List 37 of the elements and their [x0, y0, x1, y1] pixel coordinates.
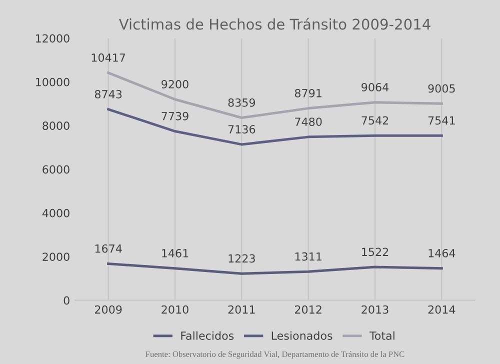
- data-label: 7136: [228, 125, 256, 134]
- data-label: 8791: [294, 88, 322, 98]
- legend-label: Lesionados: [272, 331, 332, 340]
- data-label: 1311: [295, 252, 322, 261]
- y-tick-label: 2000: [42, 252, 70, 261]
- data-label: 9064: [362, 82, 389, 92]
- data-label: 1461: [162, 249, 188, 258]
- x-tick-label: 2013: [362, 305, 388, 314]
- data-label: 8743: [94, 90, 122, 98]
- data-label: 7542: [362, 116, 388, 125]
- x-tick-label: 2014: [428, 305, 456, 314]
- y-tick-label: 8000: [42, 122, 70, 130]
- y-tick-label: 10000: [36, 78, 70, 86]
- x-tick-label: 2011: [228, 305, 255, 314]
- data-label: 7480: [295, 118, 322, 126]
- y-tick-label: 4000: [42, 208, 70, 218]
- data-label: 1464: [428, 248, 456, 258]
- x-tick-label: 2012: [295, 305, 322, 314]
- x-tick-label: 2010: [162, 305, 188, 314]
- line-series: [107, 262, 443, 275]
- data-label: 7739: [162, 112, 188, 120]
- data-label: 9005: [428, 84, 455, 93]
- source-note: Fuente: Observatorio de Seguridad Vial, Departamento de Tránsito de la PNC: [146, 351, 404, 359]
- legend-label: Total: [369, 331, 394, 340]
- legend-label: Fallecidos: [181, 331, 234, 340]
- data-label: 7541: [428, 116, 455, 125]
- chart-title: Victimas de Hechos de Tránsito 2009-2014: [118, 18, 430, 30]
- data-label: 8359: [228, 98, 256, 107]
- y-tick-label: 0: [64, 296, 70, 305]
- y-tick-label: 12000: [36, 34, 70, 43]
- data-label: 1522: [362, 248, 388, 256]
- data-label: 1674: [95, 244, 122, 253]
- data-label: 1223: [228, 254, 255, 263]
- data-label: 9200: [162, 80, 188, 88]
- data-label: 10417: [92, 53, 126, 62]
- y-tick-label: 6000: [42, 165, 70, 174]
- x-tick-label: 2009: [95, 305, 122, 314]
